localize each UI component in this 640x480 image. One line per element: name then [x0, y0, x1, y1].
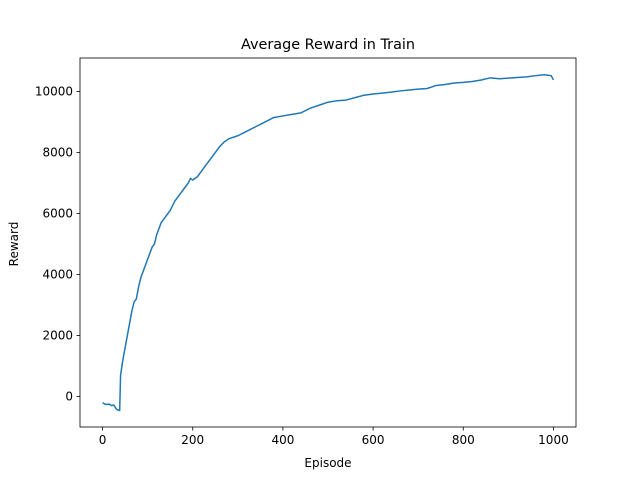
- x-axis-label: Episode: [304, 456, 351, 470]
- y-tick-label: 4000: [42, 268, 73, 282]
- x-tick-label: 800: [452, 433, 475, 447]
- x-tick-label: 1000: [538, 433, 569, 447]
- y-tick-label: 6000: [42, 207, 73, 221]
- plot-frame: [79, 57, 577, 428]
- y-tick-label: 2000: [42, 329, 73, 343]
- x-tick-label: 200: [181, 433, 204, 447]
- y-tick-label: 8000: [42, 146, 73, 160]
- plot-area: [79, 57, 577, 428]
- chart-title: Average Reward in Train: [241, 37, 415, 53]
- x-tick-label: 400: [271, 433, 294, 447]
- y-tick-label: 0: [65, 390, 73, 404]
- x-axis-ticks: 0 200 400 600 800 1000: [99, 427, 569, 447]
- x-tick-label: 600: [362, 433, 385, 447]
- x-tick-label: 0: [99, 433, 107, 447]
- y-axis-label: Reward: [7, 222, 21, 267]
- series-line-0: [102, 74, 555, 412]
- y-tick-label: 10000: [35, 85, 73, 99]
- y-axis-ticks: 0 2000 4000 6000 8000 10000: [35, 85, 80, 404]
